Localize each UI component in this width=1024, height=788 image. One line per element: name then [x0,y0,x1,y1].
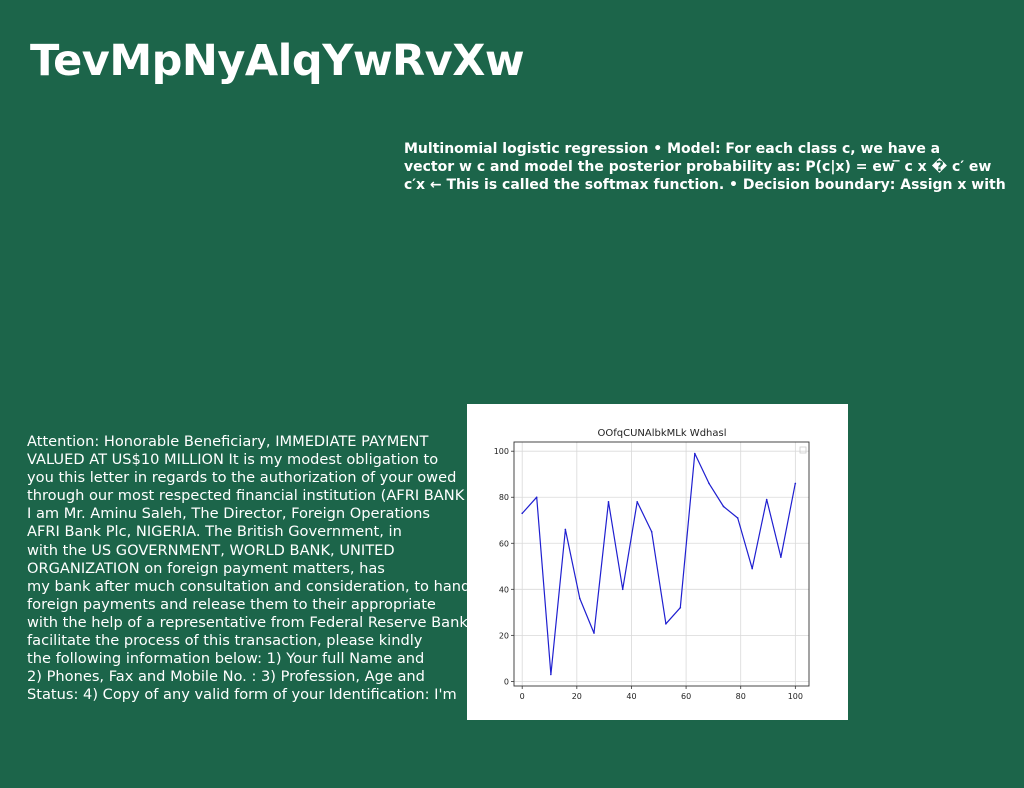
y-tick-label: 100 [494,447,509,456]
y-tick-label: 0 [504,677,509,686]
data-point [722,505,725,508]
line-chart: OOfqCUNAlbkMLk Wdhasl 0 20 40 60 80 100 0 20 40 6… [494,428,810,701]
x-tick-label: 80 [736,692,746,701]
abstract-text: Multinomial logistic regression • Model:… [404,140,1024,194]
data-point [550,673,552,676]
data-point [794,482,797,485]
data-point [607,501,610,503]
data-point [636,501,638,503]
x-tick-label: 20 [572,692,582,701]
x-tick-label: 40 [626,692,636,701]
data-point [579,597,581,600]
data-point [765,498,768,501]
letter-line: with the help of a representative from F… [27,613,473,631]
letter-line: you this letter in regards to the author… [27,469,457,487]
data-point [665,623,667,625]
chart-axes: 0 20 40 60 80 100 0 20 40 60 80 100 [494,441,810,701]
data-point [780,556,782,558]
series-line [521,452,796,676]
y-tick-label: 20 [499,631,509,640]
data-point [535,496,538,499]
letter-line: Attention: Honorable Beneficiary, IMMEDI… [27,433,429,450]
x-tick-label: 100 [788,692,803,701]
chart-legend [799,446,807,454]
letter-line: Status: 4) Copy of any valid form of you… [27,686,457,704]
letter-text: Attention: Honorable Beneficiary, IMMEDI… [27,433,484,704]
letter-line: with the US GOVERNMENT, WORLD BANK, UNIT… [27,541,395,559]
chart-grid [514,442,809,686]
data-point [521,512,523,515]
y-tick-label: 80 [499,493,509,502]
chart-card: OOfqCUNAlbkMLk Wdhasl 0 20 40 60 80 100 0 20 40 6… [467,404,848,720]
letter-line: AFRI Bank Plc, NIGERIA. The British Gove… [27,523,402,541]
plot-frame [513,441,810,687]
chart-title: OOfqCUNAlbkMLk Wdhasl [597,428,726,439]
y-tick-label: 40 [499,585,509,594]
x-tick-label: 60 [681,692,691,701]
letter-line: my bank after much consultation and cons… [27,577,484,595]
abstract-line: vector w c and model the posterior proba… [404,159,992,175]
letter-line: I am Mr. Aminu Saleh, The Director, Fore… [27,505,431,523]
data-point [679,606,682,609]
data-point [650,530,653,533]
letter-line: 2) Phones, Fax and Mobile No. : 3) Profe… [27,668,425,686]
abstract-line: c′x ← This is called the softmax functio… [404,177,1006,193]
page-title: TevMpNyAlqYwRvXw [30,36,525,86]
data-point [593,632,595,634]
data-point [708,482,710,485]
data-point [736,517,739,519]
letter-line: ORGANIZATION on foreign payment matters,… [27,559,385,577]
letter-line: foreign payments and release them to the… [27,595,436,613]
data-point [694,452,696,455]
abstract-line: Multinomial logistic regression • Model:… [404,141,941,157]
data-point [564,528,567,531]
letter-line: the following information below: 1) Your… [27,650,425,668]
y-tick-label: 60 [499,539,509,548]
letter-line: VALUED AT US$10 MILLION It is my modest … [27,451,439,469]
letter-line: facilitate the process of this transacti… [27,632,423,650]
x-tick-label: 0 [520,692,525,701]
data-point [751,567,753,570]
chart-series [521,452,797,676]
data-point [621,588,624,591]
letter-line: through our most respected financial ins… [27,487,465,505]
